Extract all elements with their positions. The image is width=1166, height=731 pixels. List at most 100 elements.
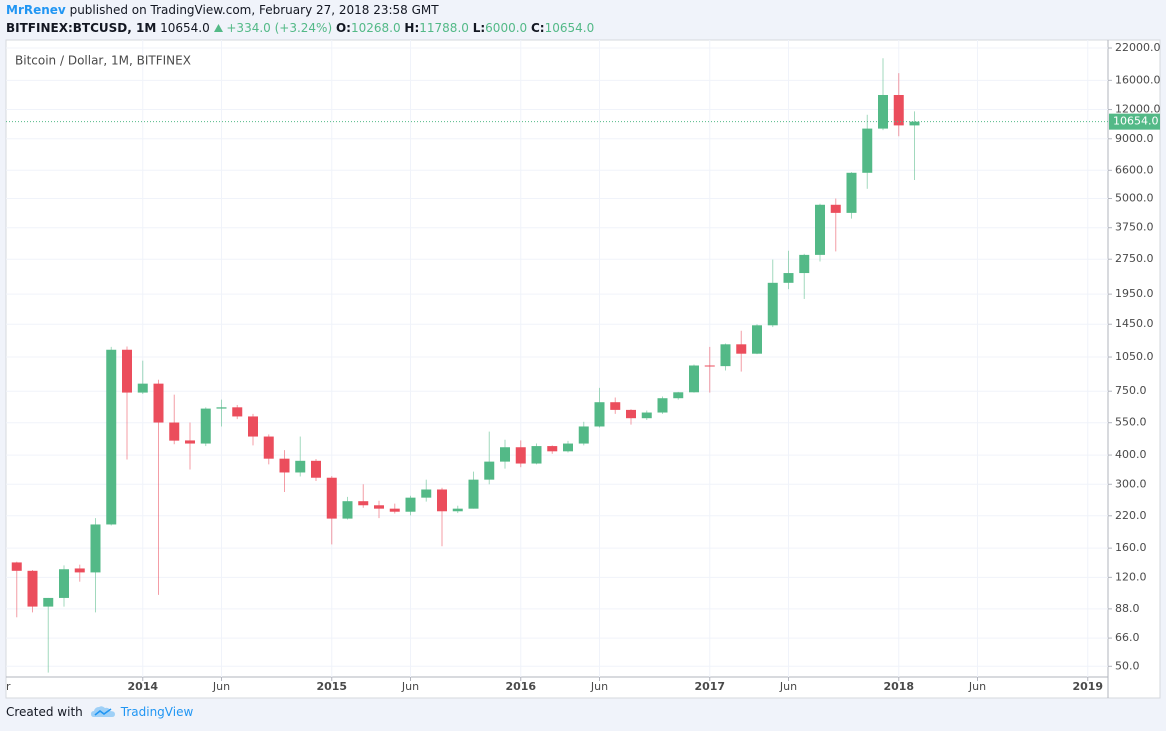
x-tick-label: Jun [968,680,986,693]
candle-body [752,325,762,354]
candle-body [578,426,589,444]
y-tick-label: 12000.0 [1115,103,1161,116]
candle-body [689,365,699,393]
y-tick-label: 2750.0 [1115,252,1154,265]
y-tick-label: 22000.0 [1115,41,1161,54]
candle-body [169,422,180,441]
y-tick-label: 220.0 [1115,509,1147,522]
candle-body [358,501,369,506]
field-value: 10654.0 [544,21,595,35]
candle-body [893,94,904,126]
candle-body [295,460,306,473]
candle-body [673,392,684,399]
candle-body [484,461,495,480]
y-tick-label: 300.0 [1115,477,1147,490]
x-tick-label: Jun [779,680,797,693]
footer-prefix: Created with [6,705,83,719]
candle-body [610,402,621,410]
field-key: O: [335,21,351,35]
y-tick-label: 1950.0 [1115,287,1154,300]
y-tick-label: 3750.0 [1115,221,1154,234]
y-tick-label: 6600.0 [1115,163,1154,176]
author[interactable]: MrRenev [6,3,66,17]
x-tick-label: Jun [212,680,230,693]
x-tick-label: 2016 [505,680,536,693]
candles [6,58,1108,673]
x-tick-label: 2017 [694,680,725,693]
footer-brand[interactable]: TradingView [120,705,194,719]
candle-body [137,383,148,393]
change: +334.0 (+3.24%) [226,21,333,35]
candle-body [515,447,526,464]
candle-body [153,383,164,423]
candle-body [232,407,243,417]
x-tick-label: Jun [590,680,608,693]
quote-line: BITFINEX:BTCUSD, 1M 10654.0 +334.0 (+3.2… [6,21,594,35]
y-tick-label: 66.0 [1115,631,1140,644]
candle-body [59,569,69,598]
candle-body [263,436,274,459]
candle-body [500,447,510,462]
candle-body [657,398,668,413]
field-value: 10268.0 [350,21,401,35]
field-key: H: [404,21,420,35]
field-value: 11788.0 [419,21,469,35]
field-key: C: [531,21,545,35]
price-label: 10654.0 [1113,115,1159,128]
tradingview-logo [90,706,115,717]
ohlc-fields: O:10268.0 H:11788.0 L:6000.0 C:10654.0 [336,21,594,35]
chart-legend: Bitcoin / Dollar, 1M, BITFINEX [15,54,191,68]
candle-body [437,489,447,512]
candle-body [342,501,353,519]
published: published on TradingView.com, February 2… [69,3,439,17]
candle-body [421,489,432,498]
candle-body [405,497,416,512]
candle-body [106,349,117,525]
candle-body [468,479,479,509]
y-tick-label: 5000.0 [1115,191,1154,204]
candle-body [452,508,463,512]
candle-body [862,128,873,173]
y-tick-label: 120.0 [1115,570,1147,583]
y-tick-label: 400.0 [1115,448,1147,461]
candle-body [783,273,794,283]
candle-body [74,568,85,573]
candle-body [389,508,400,512]
candle-body [90,524,101,573]
x-tick-label: Jun [401,680,419,693]
candle-body [200,408,211,444]
candle-body [846,172,857,213]
y-tick-label: 1050.0 [1115,350,1154,363]
x-axis: Apr 2014 Jun 2015 Jun 2016 Jun 2017 Jun 2018 Jun 20… [0,677,1103,693]
candle-body [531,446,542,464]
y-tick-label: 50.0 [1115,659,1140,672]
candle-body [909,121,920,126]
candle-body [594,402,605,427]
x-tick-label: 2015 [316,680,347,693]
y-tick-label: 88.0 [1115,602,1140,615]
candle-body [311,460,321,478]
candle-body [815,204,825,255]
footer: Created with TradingView [6,704,193,720]
candle-body [720,344,731,367]
candle-body [185,440,195,444]
x-tick-label: 2014 [127,680,158,693]
candle-body [11,562,22,571]
candle-body [547,446,558,452]
candle-body [27,570,38,607]
candle-body [767,282,778,326]
candle-body [641,412,652,419]
x-tick-label: 2019 [1072,680,1103,693]
y-tick-label: 16000.0 [1115,73,1161,86]
candle-body [830,204,841,213]
y-tick-label: 1450.0 [1115,317,1154,330]
candle-body [216,407,227,409]
candle-body [122,349,132,393]
candle-body [626,409,636,419]
up-arrow [213,24,223,32]
candle-body [736,344,747,354]
x-tick-label: Apr [0,680,11,693]
field-key: L: [472,21,486,35]
